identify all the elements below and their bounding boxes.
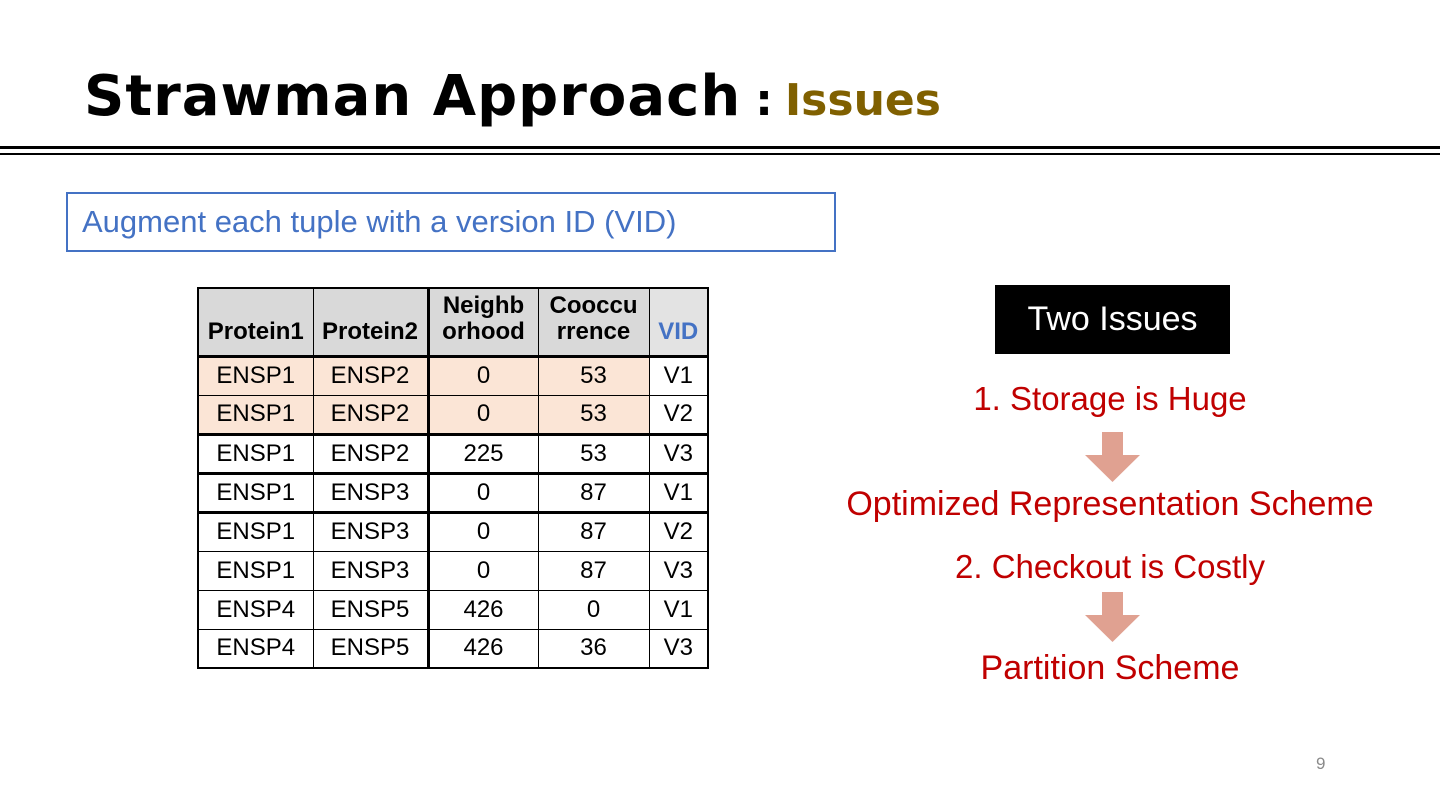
table-cell: 53 <box>537 355 650 396</box>
table-cell: V3 <box>648 550 709 591</box>
column-header: Cooccu rrence <box>537 287 650 358</box>
slide-title: Strawman Approach : Issues <box>84 64 941 129</box>
title-underline-thin <box>0 153 1440 155</box>
issue-1-problem: 1. Storage is Huge <box>973 380 1247 417</box>
table-row: ENSP1 ENSP3 0 87 V2 <box>197 511 709 552</box>
two-issues-box: Two Issues <box>995 285 1230 354</box>
title-accent: Issues <box>784 75 941 126</box>
table-cell: ENSP1 <box>197 511 314 552</box>
table-cell: V1 <box>648 355 709 396</box>
table-cell: 53 <box>537 394 650 436</box>
table-row: ENSP1 ENSP2 0 53 V1 <box>197 355 709 396</box>
table-cell: V2 <box>648 394 709 436</box>
page-number: 9 <box>1316 754 1326 773</box>
table-cell: 225 <box>426 433 539 475</box>
table-cell: V3 <box>648 433 709 475</box>
column-header: Protein2 <box>312 287 429 358</box>
issue-1-solution: Optimized Representation Scheme <box>846 485 1374 523</box>
table-cell: 0 <box>426 355 539 396</box>
issue-2-solution: Partition Scheme <box>980 649 1240 687</box>
table-cell: ENSP2 <box>312 355 429 396</box>
column-header: Neighb orhood <box>426 287 539 358</box>
table-cell: V3 <box>648 628 709 669</box>
table-cell: 53 <box>537 433 650 475</box>
column-header: VID <box>648 287 709 358</box>
table-cell: ENSP3 <box>312 472 429 514</box>
table-cell: 87 <box>537 511 650 552</box>
table-cell: 0 <box>426 472 539 514</box>
table-row: ENSP1 ENSP3 0 87 V1 <box>197 472 709 514</box>
table-cell: ENSP2 <box>312 433 429 475</box>
table-row: ENSP1 ENSP3 0 87 V3 <box>197 550 709 591</box>
table-row: ENSP4 ENSP5 426 0 V1 <box>197 589 709 630</box>
title-separator: : <box>755 75 773 126</box>
table-cell: 36 <box>537 628 650 669</box>
table-cell: ENSP1 <box>197 394 314 436</box>
table-cell: ENSP2 <box>312 394 429 436</box>
table-row: ENSP1 ENSP2 0 53 V2 <box>197 394 709 436</box>
tuple-table: Protein1 Protein2 Neighb orhood Cooccu rrence… <box>197 287 709 669</box>
title-main: Strawman Approach <box>84 64 742 129</box>
table-cell: 0 <box>537 589 650 630</box>
table-cell: ENSP1 <box>197 433 314 475</box>
table-cell: ENSP1 <box>197 355 314 396</box>
table-cell: 87 <box>537 472 650 514</box>
table-cell: V2 <box>648 511 709 552</box>
callout-box: Augment each tuple with a version ID (VI… <box>66 192 836 252</box>
table-cell: 0 <box>426 550 539 591</box>
column-header: Protein1 <box>197 287 314 358</box>
table-cell: ENSP3 <box>312 511 429 552</box>
table-cell: 87 <box>537 550 650 591</box>
table-cell: V1 <box>648 472 709 514</box>
table-row: ENSP1 ENSP2 225 53 V3 <box>197 433 709 475</box>
table-cell: ENSP1 <box>197 472 314 514</box>
table-cell: ENSP1 <box>197 550 314 591</box>
tuple-table-wrap: Protein1 Protein2 Neighb orhood Cooccu rrence… <box>197 287 709 669</box>
table-cell: 426 <box>426 589 539 630</box>
table-cell: ENSP5 <box>312 628 429 669</box>
table-cell: ENSP3 <box>312 550 429 591</box>
table-cell: 0 <box>426 511 539 552</box>
table-cell: 0 <box>426 394 539 436</box>
two-issues-label: Two Issues <box>1027 300 1198 338</box>
table-cell: ENSP4 <box>197 589 314 630</box>
title-underline-thick <box>0 146 1440 149</box>
down-arrow-icon <box>1085 432 1140 482</box>
table-cell: 426 <box>426 628 539 669</box>
table-cell: V1 <box>648 589 709 630</box>
table-row: ENSP4 ENSP5 426 36 V3 <box>197 628 709 669</box>
callout-text: Augment each tuple with a version ID (VI… <box>82 204 677 239</box>
table-cell: ENSP5 <box>312 589 429 630</box>
down-arrow-icon <box>1085 592 1140 642</box>
table-cell: ENSP4 <box>197 628 314 669</box>
issue-2-problem: 2. Checkout is Costly <box>955 548 1265 585</box>
